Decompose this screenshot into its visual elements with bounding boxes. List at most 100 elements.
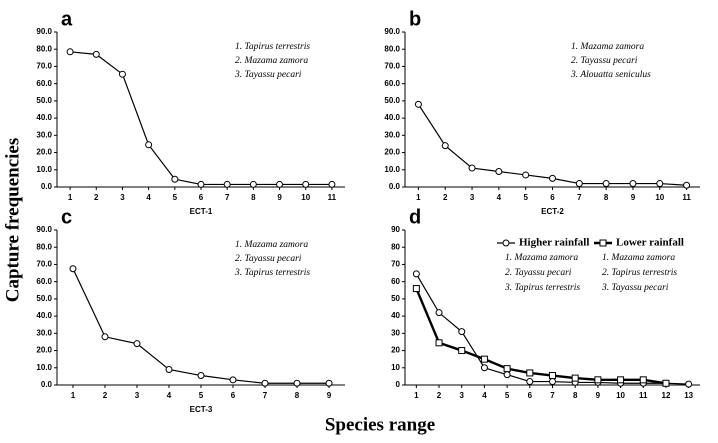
data-point: [101, 333, 109, 341]
data-point: [197, 180, 205, 188]
y-tick-label: 40: [391, 311, 400, 320]
y-tick-label: 60.0: [384, 79, 400, 88]
x-tick-label: 3: [120, 193, 125, 202]
legend-species: 1. Mazama zamora: [602, 253, 675, 263]
y-tick-label: 60.0: [36, 79, 52, 88]
y-tick-label: 20: [391, 346, 400, 355]
y-tick-label: 0.0: [41, 380, 53, 389]
x-tick-label: 4: [146, 193, 151, 202]
data-point: [92, 50, 100, 58]
y-tick-label: 70.0: [36, 260, 52, 269]
data-point: [602, 180, 610, 188]
x-tick-label: 4: [497, 193, 502, 202]
x-tick-label: 12: [662, 391, 671, 400]
data-point: [458, 328, 466, 336]
legend-marker: [599, 239, 607, 247]
y-tick-label: 80: [391, 242, 400, 251]
annotation: 3. Tapirus terrestris: [234, 268, 310, 278]
x-tick-label: 1: [416, 193, 421, 202]
x-tick-label: 4: [482, 391, 487, 400]
data-point: [503, 371, 511, 379]
x-tick-label: 7: [577, 193, 582, 202]
y-tick-label: 30.0: [36, 130, 52, 139]
data-point: [549, 174, 556, 182]
annotation: 2. Tayassu pecari: [571, 56, 638, 66]
y-tick-label: 20.0: [36, 148, 52, 157]
y-tick-label: 90.0: [384, 27, 400, 36]
data-point: [480, 364, 488, 372]
data-point: [639, 376, 647, 384]
annotation: 2. Mazama zamora: [235, 56, 308, 66]
series-line: [417, 104, 687, 186]
x-tick-label: 2: [94, 193, 99, 202]
data-point: [662, 379, 670, 387]
data-point: [261, 379, 269, 387]
data-point: [223, 180, 231, 188]
legend-label: Higher rainfall: [519, 237, 589, 249]
data-point: [549, 372, 556, 380]
x-tick-label: 8: [295, 391, 300, 400]
y-tick-label: 30: [391, 328, 400, 337]
data-point: [617, 376, 625, 384]
x-tick-label: 6: [528, 391, 533, 400]
legend-species: 2. Tayassu pecari: [505, 268, 572, 278]
data-point: [276, 180, 284, 188]
data-point: [414, 100, 422, 108]
y-tick-label: 50.0: [36, 294, 52, 303]
y-tick-label: 0: [396, 380, 401, 389]
x-tick-label: 4: [167, 391, 172, 400]
series-line: [415, 288, 667, 385]
x-tick-label: 1: [68, 193, 73, 202]
x-tick-label: 7: [550, 391, 555, 400]
x-tick-label: 11: [682, 193, 691, 202]
y-tick-label: 60.0: [36, 277, 52, 286]
data-point: [458, 347, 466, 355]
data-point: [325, 379, 333, 387]
x-tick-label: 7: [263, 391, 268, 400]
data-point: [435, 339, 443, 347]
data-point: [165, 366, 173, 373]
data-point: [594, 376, 602, 384]
data-point: [171, 175, 179, 183]
x-tick-label: 5: [199, 391, 204, 400]
x-tick-label: 13: [684, 391, 693, 400]
data-point: [549, 378, 556, 386]
data-point: [302, 180, 310, 188]
x-tick-label: 6: [550, 193, 555, 202]
x-tick-label: 9: [277, 193, 282, 202]
annotation: 3. Tayassu pecari: [234, 70, 302, 80]
y-tick-label: 90.0: [36, 27, 52, 36]
x-tick-label: 8: [604, 193, 609, 202]
y-tick-label: 40.0: [36, 113, 52, 122]
series-line: [72, 268, 329, 384]
x-tick-label: 5: [505, 391, 510, 400]
x-tick-label: 8: [573, 391, 578, 400]
x-tick-label: 5: [523, 193, 528, 202]
data-point: [685, 380, 693, 388]
y-tick-label: 80.0: [36, 242, 52, 251]
x-tick-label: 5: [173, 193, 178, 202]
legend-species: 3. Tapirus terrestris: [504, 283, 580, 293]
x-tick-label: 7: [225, 193, 230, 202]
data-point: [522, 171, 530, 179]
panel-x-label: ECT-2: [541, 207, 564, 216]
panel-label: b: [409, 8, 421, 30]
panel-x-label: ECT-1: [190, 207, 213, 216]
x-tick-label: 3: [135, 391, 140, 400]
y-tick-label: 10: [391, 363, 400, 372]
panel-x-label: ECT-3: [190, 405, 213, 414]
y-tick-label: 70: [391, 260, 400, 269]
annotation: 1. Tapirus terrestris: [235, 42, 310, 52]
y-tick-label: 0.0: [41, 182, 53, 191]
y-tick-label: 20.0: [384, 148, 400, 157]
y-tick-label: 30.0: [384, 130, 400, 139]
x-tick-label: 11: [328, 193, 337, 202]
data-point: [293, 379, 301, 387]
data-point: [328, 180, 336, 188]
x-tick-label: 3: [460, 391, 465, 400]
y-tick-label: 0.0: [389, 182, 401, 191]
x-tick-label: 9: [327, 391, 332, 400]
annotation: 1. Mazama zamora: [235, 240, 308, 250]
x-tick-label: 10: [616, 391, 625, 400]
